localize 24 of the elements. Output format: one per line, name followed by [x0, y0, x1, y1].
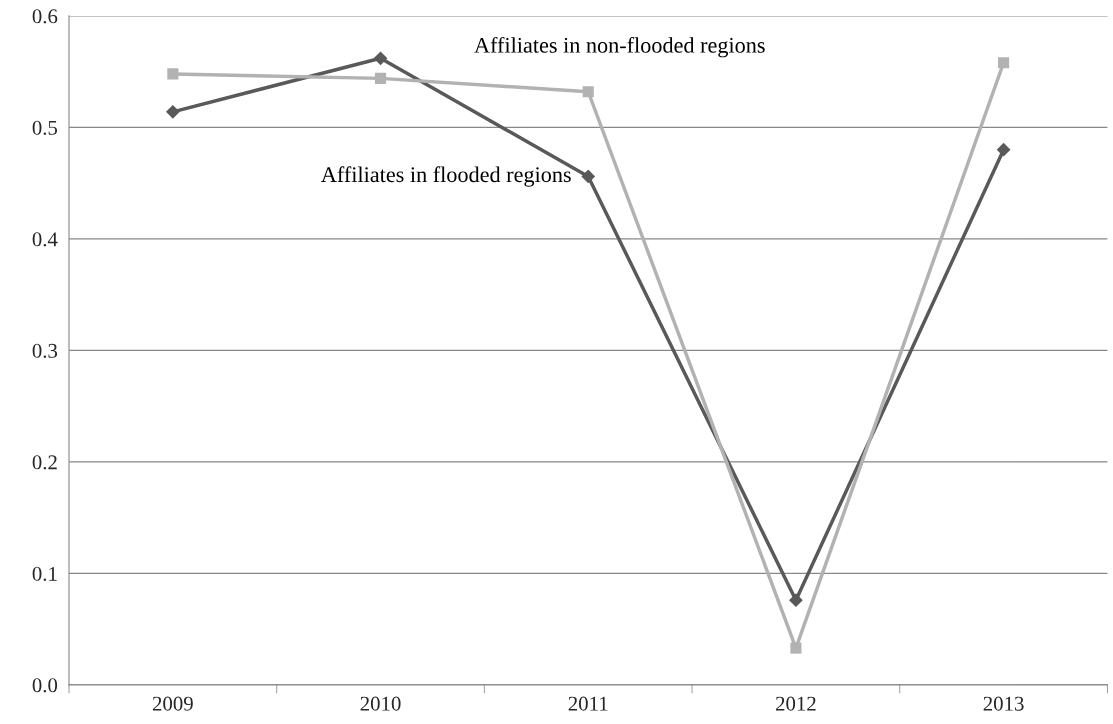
point: [165, 104, 180, 119]
y-tick-label: 0.6: [32, 9, 58, 24]
point: [374, 72, 387, 84]
x-tick-label: 2012: [775, 696, 816, 711]
y-tick-label: 0.0: [32, 678, 58, 693]
point: [373, 51, 388, 66]
point: [582, 86, 594, 98]
y-tick-label: 0.1: [32, 566, 57, 581]
x-tick-label: 2013: [983, 696, 1024, 711]
series-label: Affiliates in flooded regions: [321, 166, 571, 187]
point: [581, 169, 596, 184]
point: [998, 57, 1010, 69]
y-tick-label: 0.2: [32, 455, 57, 470]
series-label: Affiliates in non-flooded regions: [474, 36, 765, 58]
point: [790, 642, 802, 654]
x-tick-label: 2010: [360, 696, 401, 711]
point: [167, 68, 179, 80]
x-tick-label: 2009: [152, 696, 193, 711]
point: [789, 593, 803, 608]
y-tick-label: 0.4: [32, 232, 58, 247]
y-tick-label: 0.5: [32, 120, 58, 135]
y-tick-label: 0.3: [32, 343, 58, 358]
x-tick-label: 2011: [568, 696, 608, 711]
point: [996, 142, 1011, 157]
